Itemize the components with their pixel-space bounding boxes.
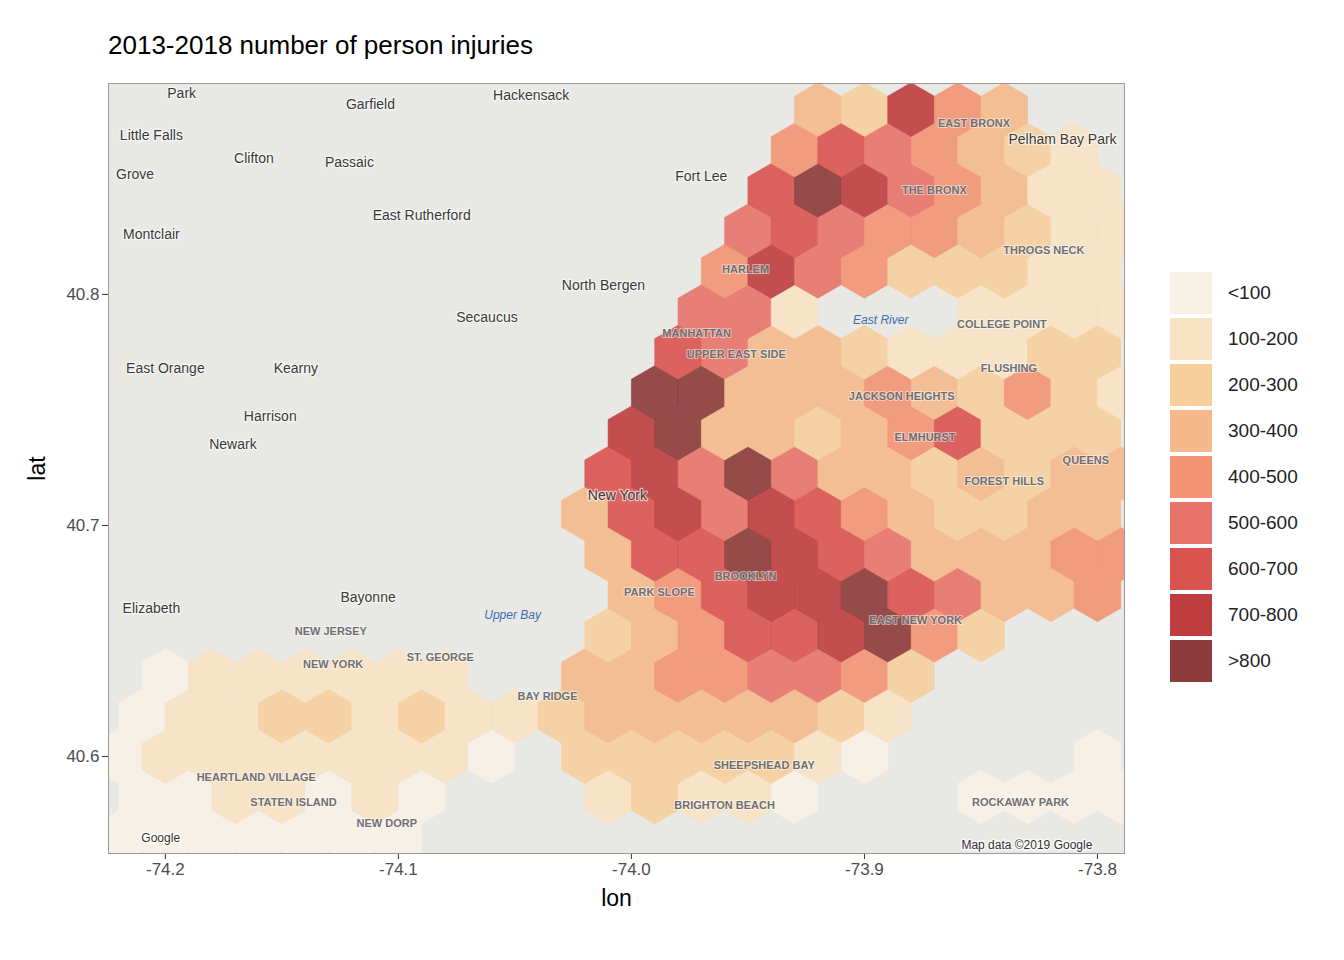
svg-text:THROGS NECK: THROGS NECK: [1003, 244, 1084, 256]
svg-text:Garfield: Garfield: [346, 96, 395, 112]
svg-text:-74.1: -74.1: [379, 860, 418, 879]
svg-text:40.8: 40.8: [66, 285, 99, 304]
html-text:500-600: 500-600: [1228, 512, 1298, 533]
svg-text:QUEENS: QUEENS: [1063, 454, 1109, 466]
svg-text:SHEEPSHEAD BAY: SHEEPSHEAD BAY: [714, 759, 816, 771]
svg-text:East Orange: East Orange: [126, 360, 205, 376]
svg-text:East Rutherford: East Rutherford: [373, 207, 471, 223]
svg-text:EAST NEW YORK: EAST NEW YORK: [869, 614, 962, 626]
svg-text:Passaic: Passaic: [325, 154, 374, 170]
svg-text:-73.8: -73.8: [1078, 860, 1117, 879]
svg-text:Fort Lee: Fort Lee: [675, 168, 727, 184]
svg-text:HARLEM: HARLEM: [722, 263, 769, 275]
svg-text:Little Falls: Little Falls: [120, 126, 183, 142]
svg-text:Harrison: Harrison: [244, 408, 297, 424]
svg-text:COLLEGE POINT: COLLEGE POINT: [957, 318, 1047, 330]
svg-text:Map data ©2019 Google: Map data ©2019 Google: [961, 838, 1092, 852]
svg-text:FLUSHING: FLUSHING: [981, 362, 1037, 374]
svg-text:North Bergen: North Bergen: [562, 277, 645, 293]
svg-text:ROCKAWAY PARK: ROCKAWAY PARK: [972, 796, 1069, 808]
html-text:300-400: 300-400: [1228, 420, 1298, 441]
svg-text:BRIGHTON BEACH: BRIGHTON BEACH: [674, 799, 775, 811]
svg-text:NEW DORP: NEW DORP: [356, 817, 417, 829]
svg-text:NEW YORK: NEW YORK: [303, 658, 363, 670]
svg-text:-73.9: -73.9: [845, 860, 884, 879]
html-text:<100: <100: [1228, 282, 1271, 303]
svg-text:Elizabeth: Elizabeth: [123, 600, 181, 616]
svg-text:40.7: 40.7: [66, 516, 99, 535]
svg-text:Upper Bay: Upper Bay: [484, 608, 542, 622]
html-text:100-200: 100-200: [1228, 328, 1298, 349]
html-text:>800: >800: [1228, 650, 1271, 671]
svg-text:JACKSON HEIGHTS: JACKSON HEIGHTS: [849, 390, 955, 402]
svg-text:Secaucus: Secaucus: [456, 309, 517, 325]
html-text:700-800: 700-800: [1228, 604, 1298, 625]
svg-text:Google: Google: [141, 831, 180, 845]
html-text:400-500: 400-500: [1228, 466, 1298, 487]
html-text:2013-2018 number of person inj: 2013-2018 number of person injuries: [108, 30, 533, 60]
svg-text:Kearny: Kearny: [274, 360, 318, 376]
svg-text:lon: lon: [601, 885, 632, 911]
svg-text:-74.0: -74.0: [612, 860, 651, 879]
svg-text:FOREST HILLS: FOREST HILLS: [965, 475, 1044, 487]
svg-text:Hackensack: Hackensack: [493, 87, 570, 103]
svg-text:Park: Park: [167, 85, 197, 101]
svg-text:Bayonne: Bayonne: [340, 589, 395, 605]
svg-text:40.6: 40.6: [66, 747, 99, 766]
svg-text:-74.2: -74.2: [146, 860, 185, 879]
svg-text:UPPER EAST SIDE: UPPER EAST SIDE: [687, 348, 786, 360]
html-text:200-300: 200-300: [1228, 374, 1298, 395]
svg-text:NEW JERSEY: NEW JERSEY: [295, 625, 368, 637]
svg-text:EAST BRONX: EAST BRONX: [938, 117, 1011, 129]
svg-text:Grove: Grove: [116, 166, 154, 182]
svg-text:Newark: Newark: [209, 436, 257, 452]
svg-text:STATEN ISLAND: STATEN ISLAND: [250, 796, 336, 808]
svg-text:THE BRONX: THE BRONX: [902, 184, 967, 196]
svg-text:East River: East River: [853, 313, 909, 327]
svg-text:New York: New York: [588, 487, 648, 503]
svg-text:BROOKLYN: BROOKLYN: [715, 570, 777, 582]
svg-text:HEARTLAND VILLAGE: HEARTLAND VILLAGE: [197, 771, 316, 783]
svg-text:ELMHURST: ELMHURST: [894, 431, 955, 443]
svg-text:Clifton: Clifton: [234, 150, 274, 166]
svg-text:MANHATTAN: MANHATTAN: [662, 327, 731, 339]
svg-text:Montclair: Montclair: [123, 226, 180, 242]
svg-text:BAY RIDGE: BAY RIDGE: [518, 690, 578, 702]
html-text:600-700: 600-700: [1228, 558, 1298, 579]
svg-text:ST. GEORGE: ST. GEORGE: [407, 651, 474, 663]
svg-text:PARK SLOPE: PARK SLOPE: [624, 586, 695, 598]
svg-text:lat: lat: [24, 456, 50, 481]
svg-text:Pelham Bay Park: Pelham Bay Park: [1008, 131, 1117, 147]
